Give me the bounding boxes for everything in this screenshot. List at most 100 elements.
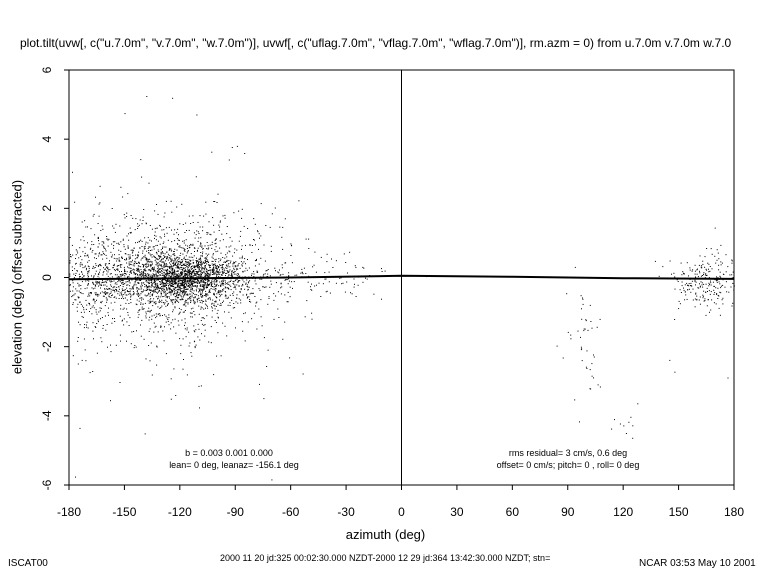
data-point xyxy=(173,280,175,282)
data-point xyxy=(180,289,182,291)
data-point xyxy=(254,265,256,267)
data-point xyxy=(79,427,81,429)
data-point xyxy=(731,260,733,262)
data-point xyxy=(166,232,168,234)
data-point xyxy=(191,283,193,285)
data-point xyxy=(269,286,271,288)
data-point xyxy=(357,284,359,286)
data-point xyxy=(113,269,115,271)
data-point xyxy=(173,251,175,252)
data-point xyxy=(207,248,209,250)
data-point xyxy=(235,273,237,275)
data-point xyxy=(274,207,276,209)
data-point xyxy=(678,308,680,310)
data-point xyxy=(142,274,144,276)
data-point xyxy=(194,274,196,276)
data-point xyxy=(177,276,179,278)
data-point xyxy=(203,295,205,296)
data-point xyxy=(149,253,151,255)
data-point xyxy=(680,262,682,264)
data-point xyxy=(246,284,248,286)
data-point xyxy=(93,299,95,301)
data-point xyxy=(160,253,162,255)
data-point xyxy=(687,284,688,286)
data-point xyxy=(200,242,202,244)
data-point xyxy=(207,259,209,261)
data-point xyxy=(139,271,140,273)
data-point xyxy=(185,292,186,294)
data-point xyxy=(250,301,252,303)
data-point xyxy=(203,272,205,274)
data-point xyxy=(100,301,101,303)
data-point xyxy=(227,283,229,285)
data-point xyxy=(192,276,194,278)
data-point xyxy=(279,226,281,228)
data-point xyxy=(200,262,202,264)
data-point xyxy=(81,263,83,265)
data-point xyxy=(177,285,179,287)
data-point xyxy=(130,298,132,300)
data-point xyxy=(133,293,135,295)
data-point xyxy=(695,284,696,286)
data-point xyxy=(135,280,137,282)
data-point xyxy=(716,279,718,281)
data-point xyxy=(161,296,163,298)
data-point xyxy=(111,281,113,282)
data-point xyxy=(177,261,179,263)
data-point xyxy=(211,247,213,249)
data-point xyxy=(209,267,211,269)
data-point xyxy=(87,277,89,279)
data-point xyxy=(226,335,228,337)
data-point xyxy=(112,267,114,269)
data-point xyxy=(144,275,146,277)
data-point xyxy=(133,271,135,273)
data-point xyxy=(164,314,166,316)
data-point xyxy=(71,244,73,246)
data-point xyxy=(177,280,179,282)
data-point xyxy=(136,257,138,259)
data-point xyxy=(168,265,170,267)
data-point xyxy=(192,299,194,301)
data-point xyxy=(260,203,262,205)
data-point xyxy=(206,305,208,307)
data-point xyxy=(244,270,246,272)
data-point xyxy=(235,269,237,271)
data-point xyxy=(195,176,197,178)
data-point xyxy=(703,300,705,302)
data-point xyxy=(177,296,179,298)
data-point xyxy=(126,281,128,283)
data-point xyxy=(167,239,169,241)
data-point xyxy=(195,274,197,276)
data-point xyxy=(175,286,176,288)
data-point xyxy=(145,280,147,282)
data-point xyxy=(227,266,229,268)
data-point xyxy=(87,283,89,284)
data-point xyxy=(275,270,276,272)
data-point xyxy=(694,270,696,272)
data-point xyxy=(74,293,76,295)
data-point xyxy=(210,283,212,285)
data-point xyxy=(161,270,163,271)
data-point xyxy=(92,282,94,284)
data-point xyxy=(150,291,151,293)
data-point xyxy=(699,286,701,288)
data-point xyxy=(282,338,284,340)
data-point xyxy=(225,262,227,263)
data-point xyxy=(163,340,165,342)
data-point xyxy=(195,279,197,280)
data-point xyxy=(720,244,722,246)
data-point xyxy=(267,273,269,275)
data-point xyxy=(674,276,676,278)
data-point xyxy=(204,329,206,331)
data-point xyxy=(216,274,218,276)
data-point xyxy=(207,275,209,277)
data-point xyxy=(205,261,207,263)
data-point xyxy=(130,296,132,298)
data-point xyxy=(186,374,188,376)
data-point xyxy=(190,299,192,301)
data-point xyxy=(258,248,259,250)
data-point xyxy=(105,266,107,268)
data-point xyxy=(145,243,147,245)
data-point xyxy=(165,292,167,294)
data-point xyxy=(78,257,80,259)
